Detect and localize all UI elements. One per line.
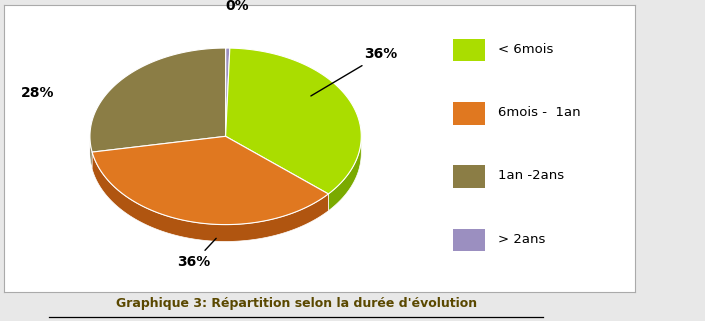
- Text: 1an -2ans: 1an -2ans: [498, 169, 564, 182]
- Text: > 2ans: > 2ans: [498, 232, 545, 246]
- Text: < 6mois: < 6mois: [498, 43, 553, 56]
- Bar: [453, 165, 485, 188]
- Polygon shape: [226, 48, 361, 194]
- Polygon shape: [90, 48, 226, 152]
- Text: 28%: 28%: [20, 86, 54, 100]
- Polygon shape: [226, 48, 230, 136]
- Text: 36%: 36%: [311, 48, 398, 96]
- Polygon shape: [90, 136, 92, 169]
- Bar: [453, 229, 485, 251]
- Text: Graphique 3: Répartition selon la durée d'évolution: Graphique 3: Répartition selon la durée …: [116, 297, 477, 310]
- Polygon shape: [329, 137, 361, 211]
- Text: 6mois -  1an: 6mois - 1an: [498, 106, 580, 119]
- Polygon shape: [92, 152, 329, 241]
- Text: 36%: 36%: [178, 238, 216, 269]
- Text: 0%: 0%: [226, 0, 250, 13]
- Bar: [453, 39, 485, 61]
- Polygon shape: [92, 136, 329, 225]
- Bar: [453, 102, 485, 125]
